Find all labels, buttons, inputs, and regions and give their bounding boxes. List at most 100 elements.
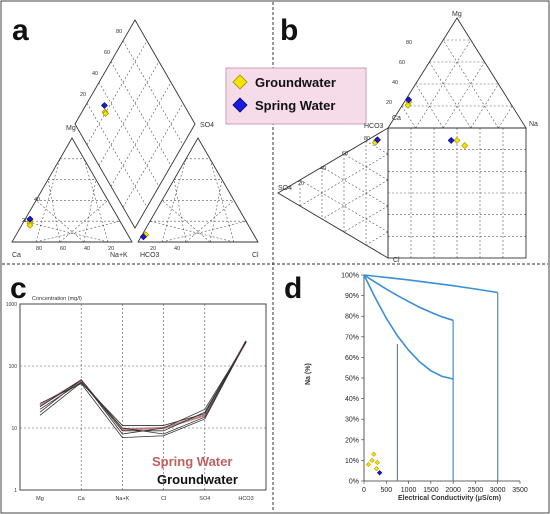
wilcox-ytick-label: 50% bbox=[345, 376, 359, 383]
wilcox-xtick-label: 3000 bbox=[490, 487, 506, 494]
schoeller-grid: 1 10 100 1000 Mg Ca Na+K Cl SO4 HCO3 bbox=[6, 302, 266, 502]
wilcox-boundary-curve bbox=[363, 274, 454, 322]
grid-line bbox=[470, 83, 499, 129]
grid-line bbox=[83, 158, 109, 243]
piper-tick: 20 bbox=[22, 218, 28, 224]
piper-label-cl: Cl bbox=[252, 252, 259, 259]
piper-tick: 20 bbox=[108, 246, 114, 252]
grid-line bbox=[321, 179, 389, 220]
panel-label-b: b bbox=[280, 14, 298, 47]
wilcox-ytick-label: 90% bbox=[345, 293, 359, 300]
grid-line bbox=[161, 200, 211, 243]
grid-line bbox=[149, 220, 235, 243]
durov-label-mg: Mg bbox=[452, 11, 462, 18]
grid-line bbox=[86, 40, 148, 145]
durov-grid bbox=[299, 39, 526, 258]
grid-line bbox=[35, 200, 85, 243]
piper-grid bbox=[23, 40, 247, 243]
piper-label-mg: Mg bbox=[66, 125, 76, 132]
durov-tick: 20 bbox=[298, 181, 304, 187]
durov-label-na: Na bbox=[529, 121, 538, 128]
schoeller-ytick: 10 bbox=[11, 426, 17, 432]
spring-series-line bbox=[39, 340, 247, 431]
piper-tick: 80 bbox=[36, 246, 42, 252]
grid-line bbox=[98, 82, 160, 187]
spring-marker bbox=[447, 136, 455, 144]
groundwater-marker bbox=[102, 110, 110, 117]
piper-points bbox=[26, 102, 150, 241]
durov-square bbox=[387, 127, 527, 259]
wilcox-xtick-label: 3500 bbox=[512, 487, 528, 494]
grid-line bbox=[185, 200, 235, 243]
spring-marker bbox=[139, 233, 147, 241]
groundwater-marker bbox=[404, 101, 412, 109]
wilcox-xtick-label: 500 bbox=[380, 487, 392, 494]
piper-label-so4: SO4 bbox=[200, 122, 214, 129]
panel-label-a: a bbox=[12, 14, 29, 47]
wilcox-xtick-label: 2000 bbox=[445, 487, 461, 494]
legend-groundwater-label: Groundwater bbox=[255, 75, 336, 90]
groundwater-marker bbox=[371, 451, 377, 457]
wilcox-xtick-label: 2500 bbox=[468, 487, 484, 494]
wilcox-boundary-curve bbox=[363, 274, 498, 294]
wilcox-ticks: 0% 10% 20% 30% 40% 50% 60% 70% 80% 90% 100% 0 500 100… bbox=[341, 273, 528, 495]
grid-line bbox=[209, 179, 223, 243]
spring-marker bbox=[405, 96, 413, 104]
piper-label-ca: Ca bbox=[12, 252, 21, 259]
durov-tick: 40 bbox=[392, 80, 398, 86]
durov-label-ca: Ca bbox=[392, 115, 401, 122]
schoeller-diagram: Concentration (mg/l) 1 10 100 1000 Mg Ca Na+K C… bbox=[6, 296, 267, 502]
schoeller-ytick: 1 bbox=[14, 488, 17, 494]
durov-top-triangle bbox=[387, 17, 527, 129]
wilcox-ylabel: Na (%) bbox=[305, 363, 312, 385]
durov-points bbox=[371, 96, 469, 150]
panel-label-c: c bbox=[10, 272, 27, 305]
anion-triangle bbox=[137, 137, 259, 243]
schoeller-legend-ground: Groundwater bbox=[157, 472, 238, 487]
piper-tick: 80 bbox=[116, 29, 122, 35]
piper-tick: 40 bbox=[92, 71, 98, 77]
piper-label-nak: Na+K bbox=[110, 252, 128, 259]
grid-line bbox=[110, 61, 172, 166]
central-diamond bbox=[74, 19, 196, 229]
wilcox-ytick-label: 80% bbox=[345, 314, 359, 321]
wilcox-xlabel: Electrical Conductivity (μS/cm) bbox=[398, 495, 501, 502]
grid-line bbox=[442, 39, 499, 129]
legend-spring-marker bbox=[232, 97, 248, 113]
grid-line bbox=[122, 103, 184, 208]
groundwater-series-line bbox=[39, 341, 247, 432]
legend-spring-label: Spring Water bbox=[255, 98, 335, 113]
grid-line bbox=[98, 61, 160, 166]
durov-diagram: Mg Ca Na HCO3 SO4 Cl 80 60 40 20 80 60 4… bbox=[277, 11, 538, 264]
grid-line bbox=[321, 166, 389, 207]
durov-tick: 40 bbox=[320, 166, 326, 172]
schoeller-ytick: 100 bbox=[9, 364, 18, 370]
grid-line bbox=[86, 103, 148, 208]
wilcox-boundary-curve bbox=[363, 274, 454, 380]
wilcox-ytick-label: 70% bbox=[345, 334, 359, 341]
wilcox-ytick-label: 40% bbox=[345, 396, 359, 403]
spring-marker bbox=[376, 470, 383, 476]
schoeller-xtick: Ca bbox=[78, 496, 86, 502]
durov-label-cl: Cl bbox=[393, 257, 400, 264]
durov-tick: 80 bbox=[406, 40, 412, 46]
grid-line bbox=[343, 205, 389, 233]
groundwater-marker bbox=[374, 459, 380, 466]
durov-tick: 60 bbox=[399, 60, 405, 66]
grid-line bbox=[122, 40, 184, 145]
wilcox-ytick-label: 60% bbox=[345, 355, 359, 362]
spring-marker bbox=[100, 102, 108, 109]
groundwater-marker bbox=[453, 136, 461, 144]
panel-label-d: d bbox=[284, 272, 302, 305]
durov-left-triangle bbox=[277, 127, 389, 259]
wilcox-ytick-label: 10% bbox=[345, 458, 359, 465]
piper-label-hco3: HCO3 bbox=[140, 252, 160, 259]
groundwater-marker bbox=[26, 221, 34, 229]
piper-tick: 40 bbox=[34, 197, 40, 203]
wilcox-diagram: 0% 10% 20% 30% 40% 50% 60% 70% 80% 90% 100% 0 500 100… bbox=[305, 273, 528, 503]
wilcox-ytick-label: 100% bbox=[341, 273, 359, 280]
grid-line bbox=[429, 61, 472, 129]
grid-line bbox=[415, 39, 472, 129]
schoeller-lines bbox=[39, 340, 247, 439]
